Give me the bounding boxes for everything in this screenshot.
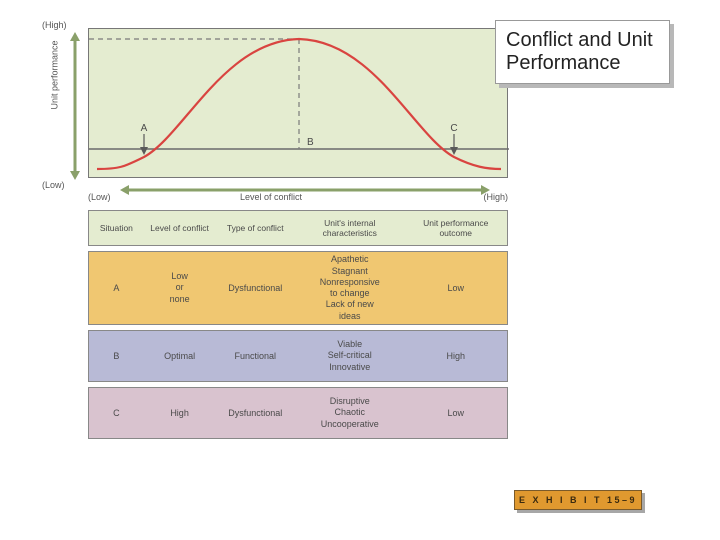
y-axis-arrow-icon bbox=[68, 32, 82, 180]
cell-type: Functional bbox=[215, 347, 295, 365]
col-situation: Situation bbox=[89, 219, 144, 237]
cell-level: Lowornone bbox=[144, 267, 216, 309]
cell-type: Dysfunctional bbox=[215, 404, 295, 422]
table-row: C High Dysfunctional DisruptiveChaoticUn… bbox=[88, 387, 508, 439]
col-level: Level of conflict bbox=[144, 219, 216, 237]
cell-characteristics: ViableSelf-criticalInnovative bbox=[295, 335, 404, 377]
cell-level: High bbox=[144, 404, 216, 422]
cell-level: Optimal bbox=[144, 347, 216, 365]
table-header-row: Situation Level of conflict Type of conf… bbox=[88, 210, 508, 246]
cell-situation: A bbox=[89, 279, 144, 297]
cell-outcome: High bbox=[405, 347, 508, 365]
x-low-label: (Low) bbox=[88, 192, 111, 202]
col-characteristics: Unit's internal characteristics bbox=[295, 214, 404, 242]
cell-outcome: Low bbox=[405, 279, 508, 297]
cell-type: Dysfunctional bbox=[215, 279, 295, 297]
y-high-label: (High) bbox=[42, 20, 67, 30]
point-a-label: A bbox=[141, 123, 148, 134]
table-row: A Lowornone Dysfunctional ApatheticStagn… bbox=[88, 251, 508, 325]
y-low-label: (Low) bbox=[42, 180, 65, 190]
point-a: A bbox=[140, 123, 148, 155]
chart-area: (High) (Low) Unit performance A bbox=[50, 20, 520, 210]
situation-table: Situation Level of conflict Type of conf… bbox=[88, 210, 508, 444]
cell-situation: B bbox=[89, 347, 144, 365]
title-box: Conflict and Unit Performance bbox=[495, 20, 670, 84]
chart-container: (High) (Low) Unit performance A bbox=[50, 20, 520, 210]
cell-characteristics: ApatheticStagnantNonresponsiveto changeL… bbox=[295, 250, 404, 326]
col-type: Type of conflict bbox=[215, 219, 295, 237]
exhibit-badge: E X H I B I T 15–9 bbox=[514, 490, 642, 510]
table-row: B Optimal Functional ViableSelf-critical… bbox=[88, 330, 508, 382]
point-c-label: C bbox=[450, 123, 457, 134]
y-axis-label: Unit performance bbox=[50, 40, 60, 109]
cell-outcome: Low bbox=[405, 404, 508, 422]
cell-characteristics: DisruptiveChaoticUncooperative bbox=[295, 392, 404, 434]
curve-svg: A B C bbox=[89, 29, 509, 179]
point-b: B bbox=[307, 137, 314, 148]
x-axis-arrow-icon bbox=[120, 184, 490, 196]
col-outcome: Unit performance outcome bbox=[405, 214, 508, 242]
chart-plot: A B C bbox=[88, 28, 508, 178]
point-c: C bbox=[450, 123, 458, 155]
cell-situation: C bbox=[89, 404, 144, 422]
point-b-label: B bbox=[307, 137, 314, 148]
